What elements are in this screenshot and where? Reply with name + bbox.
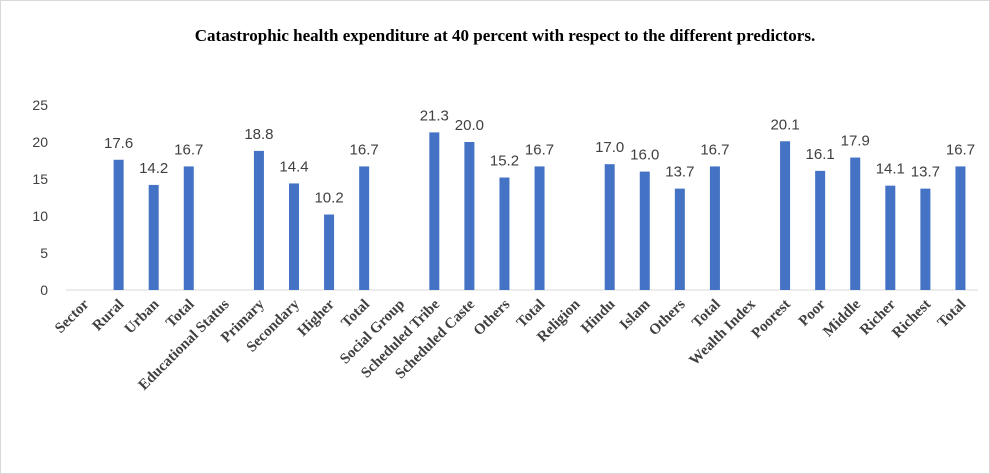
category-label: Richest (889, 297, 934, 342)
bar (639, 171, 650, 290)
data-label: 14.1 (876, 161, 905, 178)
data-label: 17.0 (595, 139, 624, 156)
data-label: 16.0 (630, 147, 659, 164)
category-label: Rural (90, 297, 128, 335)
bar (885, 185, 896, 290)
data-label: 20.1 (770, 116, 799, 133)
y-tick-label: 15 (32, 171, 48, 187)
y-tick-label: 5 (40, 245, 48, 261)
data-label: 20.0 (455, 117, 484, 134)
bar (850, 157, 861, 290)
data-label: 16.7 (174, 141, 203, 158)
category-label: Sector (52, 296, 92, 336)
data-label: 18.8 (244, 126, 273, 143)
data-label: 13.7 (911, 164, 940, 181)
bar (534, 166, 545, 290)
bar (920, 188, 931, 290)
bar (709, 166, 720, 290)
bar (183, 166, 194, 290)
bar (429, 132, 440, 290)
category-label: Poorest (749, 297, 794, 342)
bar (674, 188, 685, 290)
bar (324, 214, 335, 290)
data-label: 15.2 (490, 153, 519, 170)
chart-title: Catastrophic health expenditure at 40 pe… (194, 26, 816, 45)
category-label: Total (935, 297, 970, 332)
data-label: 21.3 (420, 107, 449, 124)
category-label: Middle (820, 296, 864, 340)
y-tick-label: 20 (32, 134, 48, 150)
data-label: 17.6 (104, 135, 133, 152)
data-label: 16.7 (700, 141, 729, 158)
data-label: 13.7 (665, 164, 694, 181)
bar (955, 166, 966, 290)
y-tick-label: 25 (32, 97, 48, 113)
category-label: Others (646, 296, 689, 339)
bar (499, 177, 510, 290)
category-label: Higher (295, 296, 338, 339)
data-label: 16.7 (946, 141, 975, 158)
category-label: Hindu (578, 297, 618, 337)
bar (464, 142, 475, 290)
bar (780, 141, 791, 290)
y-tick-label: 0 (40, 282, 48, 298)
data-label: 16.7 (350, 141, 379, 158)
y-tick-label: 10 (32, 208, 48, 224)
data-label: 14.4 (279, 158, 308, 175)
bar (148, 184, 159, 290)
bar (253, 150, 264, 290)
bar (815, 170, 826, 290)
bar (359, 166, 370, 290)
bar (113, 159, 124, 290)
bar (289, 183, 299, 290)
data-label: 10.2 (314, 190, 343, 207)
data-label: 16.7 (525, 141, 554, 158)
data-label: 16.1 (806, 146, 835, 163)
category-label: Others (471, 296, 514, 339)
data-label: 14.2 (139, 160, 168, 177)
bar (604, 164, 615, 290)
category-label: Urban (122, 296, 163, 337)
data-label: 17.9 (841, 133, 870, 150)
